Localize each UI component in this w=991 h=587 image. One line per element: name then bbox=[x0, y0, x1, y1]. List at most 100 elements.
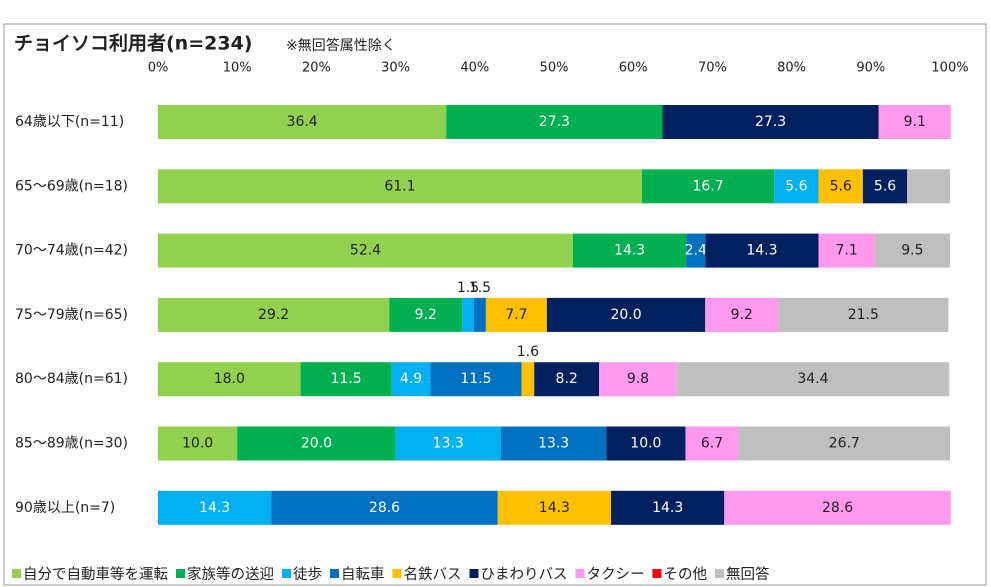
bar-segment bbox=[474, 297, 486, 332]
legend-swatch bbox=[469, 569, 479, 578]
bar-segment bbox=[778, 297, 949, 332]
x-tick-label: 30% bbox=[381, 61, 410, 76]
value-label: 14.3 bbox=[652, 500, 683, 516]
bar-segment bbox=[300, 362, 392, 397]
bar-segment bbox=[485, 297, 547, 332]
value-label: 20.0 bbox=[301, 436, 332, 452]
bar-segment bbox=[774, 169, 819, 204]
legend-label: タクシー bbox=[587, 566, 645, 583]
bar-segment bbox=[878, 105, 951, 139]
bar-segment bbox=[818, 233, 875, 268]
legend-swatch bbox=[12, 569, 21, 578]
legend-swatch bbox=[575, 569, 585, 578]
x-tick-label: 0% bbox=[148, 61, 169, 76]
value-label: 14.3 bbox=[199, 500, 230, 516]
bar-segment bbox=[158, 169, 642, 204]
value-label: 14.3 bbox=[539, 500, 570, 516]
bar-segment bbox=[662, 105, 879, 139]
legend-swatch bbox=[330, 569, 339, 578]
value-label: 1.5 bbox=[469, 280, 491, 296]
bar-segment bbox=[546, 297, 706, 332]
value-label: 1.6 bbox=[517, 344, 539, 360]
x-tick-label: 70% bbox=[698, 61, 727, 76]
value-label: 10.0 bbox=[630, 436, 661, 452]
bar-segment bbox=[391, 362, 431, 397]
value-label: 28.6 bbox=[369, 500, 400, 516]
legend-swatch bbox=[176, 569, 185, 578]
legend-label: 名鉄バス bbox=[404, 566, 462, 583]
legend-label: 家族等の送迎 bbox=[187, 565, 274, 583]
legend-swatch bbox=[282, 569, 291, 578]
value-label: 20.0 bbox=[610, 307, 641, 323]
bar-segment bbox=[237, 426, 396, 461]
legend-label: 徒歩 bbox=[293, 566, 322, 583]
bar-segment bbox=[874, 233, 950, 268]
value-label: 26.7 bbox=[829, 436, 860, 452]
value-label: 2.4 bbox=[685, 243, 707, 259]
chart-subtitle: ※無回答属性除く bbox=[286, 37, 396, 54]
bar-segment bbox=[724, 490, 951, 525]
value-label: 28.6 bbox=[822, 500, 853, 516]
value-label: 34.4 bbox=[797, 371, 828, 387]
value-label: 5.6 bbox=[830, 178, 852, 194]
value-label: 7.1 bbox=[836, 243, 858, 259]
bar-segment bbox=[271, 490, 498, 525]
legend-swatch bbox=[652, 569, 662, 578]
value-label: 4.9 bbox=[400, 371, 422, 387]
bar-segment bbox=[641, 169, 775, 204]
value-label: 14.3 bbox=[614, 243, 645, 259]
legend-label: 自分で自動車等を運転 bbox=[23, 565, 168, 583]
bar-segment bbox=[862, 169, 908, 204]
value-label: 13.3 bbox=[433, 436, 464, 452]
x-tick-label: 80% bbox=[777, 61, 806, 76]
bar-segment bbox=[395, 426, 501, 461]
category-label: 90歳以上(n=7) bbox=[15, 500, 115, 516]
bar-segment bbox=[158, 362, 301, 397]
value-label: 10.0 bbox=[182, 436, 213, 452]
bar-segment bbox=[158, 426, 238, 461]
legend-swatch bbox=[715, 569, 724, 578]
bar-segment bbox=[534, 362, 600, 397]
bar-segment bbox=[705, 233, 819, 268]
value-label: 5.6 bbox=[785, 178, 807, 194]
value-label: 9.2 bbox=[415, 307, 437, 323]
legend-label: その他 bbox=[664, 566, 708, 583]
x-tick-label: 90% bbox=[856, 61, 885, 76]
bar-segment bbox=[521, 362, 535, 397]
bar-segment bbox=[158, 297, 390, 332]
value-label: 1.5 bbox=[457, 280, 479, 296]
legend-label: ひまわりバス bbox=[481, 566, 568, 583]
bar-segment bbox=[389, 297, 463, 332]
x-tick-label: 60% bbox=[619, 61, 648, 76]
bar-segment bbox=[676, 362, 950, 397]
bar-segment bbox=[611, 490, 725, 525]
bar-segment bbox=[705, 297, 779, 332]
bar-segment bbox=[446, 105, 663, 139]
value-label: 9.1 bbox=[904, 114, 926, 130]
bar-segment bbox=[606, 426, 686, 461]
category-label: 85〜89歳(n=30) bbox=[15, 436, 128, 452]
value-label: 8.2 bbox=[556, 371, 578, 387]
value-label: 9.8 bbox=[627, 371, 649, 387]
value-label: 9.5 bbox=[901, 243, 923, 259]
value-label: 18.0 bbox=[214, 371, 245, 387]
category-label: 64歳以下(n=11) bbox=[15, 114, 124, 130]
bar-segment bbox=[907, 169, 950, 204]
bar-segment bbox=[818, 169, 863, 204]
bar-segment bbox=[158, 490, 272, 525]
value-label: 13.3 bbox=[538, 436, 569, 452]
category-label: 65〜69歳(n=18) bbox=[15, 178, 128, 194]
value-label: 7.7 bbox=[505, 307, 527, 323]
category-label: 80〜84歳(n=61) bbox=[15, 371, 128, 387]
bar-segment bbox=[738, 426, 950, 461]
category-label: 75〜79歳(n=65) bbox=[15, 307, 128, 323]
value-label: 16.7 bbox=[692, 178, 723, 194]
x-tick-label: 50% bbox=[540, 61, 569, 76]
x-tick-label: 10% bbox=[223, 61, 252, 76]
bar-segment bbox=[158, 105, 447, 139]
value-label: 29.2 bbox=[258, 307, 289, 323]
value-label: 36.4 bbox=[287, 114, 318, 130]
legend-label: 自転車 bbox=[341, 566, 385, 583]
bar-segment bbox=[497, 490, 612, 525]
